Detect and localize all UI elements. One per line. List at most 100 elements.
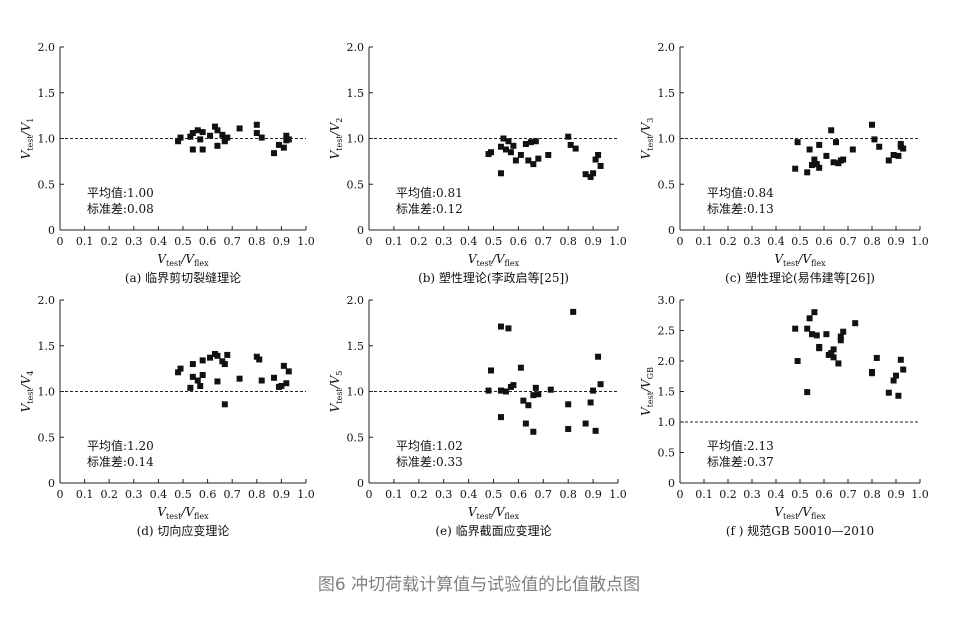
x-tick-label: 0.3 <box>125 488 143 501</box>
x-tick-label: 0.8 <box>248 488 266 501</box>
data-point <box>590 170 597 177</box>
y-tick-label: 0.5 <box>347 178 365 191</box>
y-tick-label: 0 <box>357 224 364 237</box>
data-point <box>512 157 519 164</box>
x-tick-label: 0.9 <box>584 235 602 248</box>
chart-panel-6: 0 0.1 0.2 0.3 0.4 0.5 0.6 0.7 0.8 0.9 1.0 0 0.5 1.0 1.… <box>639 294 929 538</box>
data-point <box>895 152 902 159</box>
x-tick-label: 0.5 <box>791 235 809 248</box>
data-point <box>806 146 813 153</box>
data-point <box>809 331 815 338</box>
data-point <box>236 125 243 132</box>
data-point <box>275 141 282 148</box>
x-tick-label: 0 <box>57 488 64 501</box>
data-point <box>804 389 811 396</box>
data-point <box>547 386 554 393</box>
stats-text: 平均值:0.81 <box>396 185 463 200</box>
x-tick-label: 0.1 <box>76 488 94 501</box>
x-tick-label: 0.4 <box>767 488 785 501</box>
panel-caption: (f ) 规范GB 50010—2010 <box>726 523 874 538</box>
panel-caption: (b) 塑性理论(李政启等[25]) <box>418 270 569 285</box>
data-point <box>828 350 835 357</box>
x-tick-label: 0.6 <box>815 488 833 501</box>
x-tick-label: 0 <box>57 235 64 248</box>
data-point <box>199 372 206 379</box>
data-point <box>532 384 539 391</box>
data-point <box>530 392 537 399</box>
data-point <box>214 352 221 359</box>
data-point <box>189 361 196 368</box>
x-tick-label: 0.3 <box>435 235 453 248</box>
x-tick-label: 0.3 <box>125 235 143 248</box>
data-point <box>175 369 182 376</box>
data-point <box>840 156 847 163</box>
data-point <box>525 157 532 164</box>
figure-caption: 图6 冲切荷载计算值与试验值的比值散点图 <box>317 575 641 595</box>
panel-caption: (e) 临界截面应变理论 <box>435 523 551 538</box>
data-point <box>258 134 265 141</box>
data-point <box>792 165 799 172</box>
data-point <box>587 399 594 406</box>
x-tick-label: 0.8 <box>559 235 577 248</box>
data-point <box>840 328 847 335</box>
x-tick-label: 0.7 <box>535 488 553 501</box>
data-point <box>869 370 875 377</box>
x-tick-label: 0.4 <box>460 488 478 501</box>
chart-panel-3: 0 0.1 0.2 0.3 0.4 0.5 0.6 0.7 0.8 0.9 1.0 0 0.5 1.0 1.… <box>639 41 929 285</box>
data-point <box>224 134 231 141</box>
y-tick-label: 1.5 <box>658 87 676 100</box>
data-point <box>187 384 194 391</box>
x-axis-label: Vtest/Vflex <box>468 505 520 521</box>
data-point <box>572 145 579 152</box>
data-point <box>280 144 287 151</box>
data-point <box>278 383 285 390</box>
data-point <box>811 309 818 316</box>
data-point <box>177 365 184 372</box>
x-axis-label: Vtest/Vflex <box>774 505 826 521</box>
stats-text: 平均值:1.20 <box>87 438 154 453</box>
stats-text: 标准差:0.14 <box>87 455 154 469</box>
x-tick-label: 0.5 <box>791 488 809 501</box>
x-tick-label: 0.6 <box>815 235 833 248</box>
data-point <box>809 162 815 169</box>
data-point <box>285 136 292 143</box>
x-tick-label: 0 <box>366 235 373 248</box>
data-point <box>221 361 228 368</box>
data-point <box>852 320 859 327</box>
x-tick-label: 0.6 <box>510 235 528 248</box>
data-point <box>806 315 813 322</box>
y-tick-label: 0 <box>48 224 55 237</box>
data-point <box>592 427 599 434</box>
x-tick-label: 0.2 <box>100 235 118 248</box>
data-point <box>794 358 801 364</box>
data-point <box>497 387 504 394</box>
data-point <box>199 357 206 364</box>
y-tick-label: 2.0 <box>658 41 676 54</box>
x-tick-label: 0.4 <box>150 235 168 248</box>
data-point <box>837 337 844 344</box>
data-point <box>823 331 830 338</box>
x-tick-label: 0.2 <box>100 488 118 501</box>
data-point <box>207 354 214 361</box>
data-point <box>497 414 504 421</box>
chart-panel-2: 0 0.1 0.2 0.3 0.4 0.5 0.6 0.7 0.8 0.9 1.0 0 0.5 1.0 1.… <box>328 41 627 285</box>
data-point <box>189 130 196 137</box>
data-point <box>285 368 292 375</box>
data-point <box>885 157 892 164</box>
data-point <box>214 378 221 385</box>
x-tick-label: 0.1 <box>695 488 713 501</box>
data-point <box>565 426 572 433</box>
data-point <box>830 354 837 361</box>
data-point <box>258 377 265 384</box>
x-tick-label: 0.9 <box>273 488 291 501</box>
y-tick-label: 1.5 <box>38 340 56 353</box>
data-point <box>522 140 529 147</box>
data-point <box>510 382 517 389</box>
x-tick-label: 0.7 <box>535 235 553 248</box>
x-tick-label: 0.8 <box>248 235 266 248</box>
data-point <box>582 420 589 427</box>
x-tick-label: 0 <box>677 488 684 501</box>
data-point <box>194 127 201 134</box>
x-tick-label: 0.2 <box>410 488 428 501</box>
data-point <box>197 136 204 143</box>
